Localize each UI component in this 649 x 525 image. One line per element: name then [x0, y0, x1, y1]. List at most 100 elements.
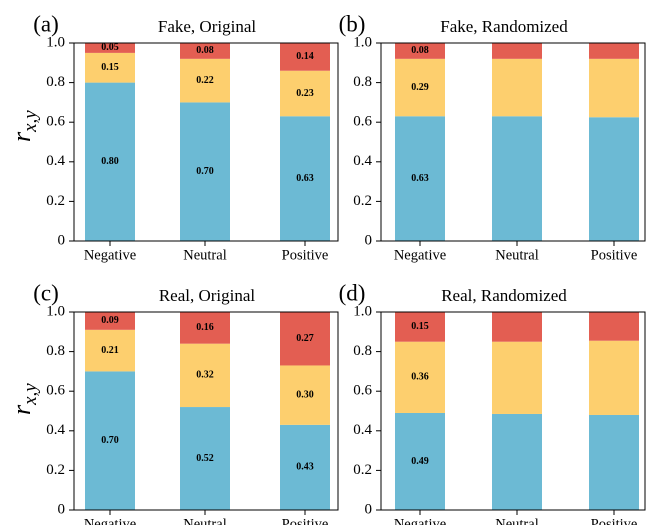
data-label: 0.49 — [411, 456, 429, 467]
svg-text:rx,y: rx,y — [7, 110, 41, 142]
bar-segment — [589, 117, 639, 241]
x-tick-label: Negative — [394, 247, 446, 263]
bar-segment — [85, 329, 135, 372]
bar-segment — [395, 312, 445, 342]
data-label: 0.08 — [196, 45, 214, 56]
data-label: 0.36 — [411, 372, 429, 383]
x-tick-label: Negative — [84, 516, 136, 525]
axes-frame — [73, 311, 339, 511]
y-tick-label: 0 — [365, 501, 373, 517]
data-label: 0.27 — [296, 333, 314, 344]
bar-segment — [280, 43, 330, 71]
chart-panel: (a) Fake, Original 0 0.2 0.4 0.6 0.8 1.0 0.80 0.1… — [33, 11, 339, 263]
x-tick-label: Positive — [282, 247, 329, 263]
bar-segment — [280, 70, 330, 117]
bar-segment — [85, 52, 135, 83]
x-tick-label: Neutral — [183, 516, 226, 525]
chart-title: Real, Original — [159, 286, 256, 305]
data-label: 0.22 — [196, 75, 214, 86]
y-tick-label: 0.6 — [46, 383, 65, 399]
y-tick-label: 0 — [58, 232, 66, 248]
x-tick-label: Negative — [394, 516, 446, 525]
x-tick-label: Positive — [591, 247, 638, 263]
data-label: 0.29 — [411, 82, 429, 93]
bar-segment — [589, 340, 639, 415]
y-tick-label: 0.4 — [353, 153, 372, 169]
data-label: 0.52 — [196, 453, 214, 464]
y-tick-label: 0.4 — [46, 153, 65, 169]
bar-segment — [180, 43, 230, 59]
bar-segment — [280, 424, 330, 510]
x-tick-label: Positive — [591, 516, 638, 525]
x-tick-label: Negative — [84, 247, 136, 263]
y-tick-label: 0.8 — [353, 343, 372, 359]
panel-label: (d) — [339, 280, 366, 305]
bar-segment — [395, 58, 445, 117]
axes-frame — [380, 311, 646, 511]
bar-segment — [395, 43, 445, 59]
y-tick-label: 1.0 — [353, 34, 372, 50]
chart-panel: (c) Real, Original 0 0.2 0.4 0.6 0.8 1.0 0.70 0.2… — [33, 280, 339, 525]
bar-segment — [85, 312, 135, 330]
bar-segment — [180, 102, 230, 242]
y-tick-label: 0.6 — [46, 114, 65, 130]
y-axis-label-subscript: x,y — [20, 383, 41, 406]
chart-panel: (d) Real, Randomized 0 0.2 0.4 0.6 0.8 1.0 0.49 0… — [339, 280, 646, 525]
y-tick-label: 0.6 — [353, 114, 372, 130]
y-axis-label-subscript: x,y — [20, 110, 41, 133]
panel-label: (a) — [33, 11, 59, 36]
y-tick-label: 0.2 — [353, 462, 372, 478]
bar-segment — [492, 43, 542, 59]
data-label: 0.43 — [296, 462, 314, 473]
data-label: 0.14 — [296, 51, 314, 62]
axes-frame — [73, 42, 339, 242]
y-tick-label: 0.4 — [353, 422, 372, 438]
y-tick-label: 0.8 — [353, 74, 372, 90]
bar-segment — [395, 116, 445, 241]
chart-title: Fake, Original — [158, 17, 256, 36]
bar-segment — [589, 312, 639, 341]
data-label: 0.21 — [101, 345, 119, 356]
data-label: 0.70 — [196, 166, 214, 177]
axes-frame — [380, 42, 646, 242]
data-label: 0.15 — [411, 321, 429, 332]
data-label: 0.15 — [101, 62, 119, 73]
x-tick-label: Neutral — [183, 247, 226, 263]
bar-segment — [180, 407, 230, 510]
y-axis-label-main: r — [7, 131, 36, 142]
panel-label: (c) — [33, 280, 59, 305]
y-axis-label-bottom: rx,y — [7, 383, 41, 415]
bar-segment — [180, 312, 230, 344]
bar-segment — [280, 312, 330, 366]
y-tick-label: 0.6 — [353, 383, 372, 399]
y-tick-label: 1.0 — [46, 303, 65, 319]
data-label: 0.80 — [101, 156, 119, 167]
y-tick-label: 0.8 — [46, 343, 65, 359]
chart-panel: (b) Fake, Randomized 0 0.2 0.4 0.6 0.8 1.0 0.63 0… — [339, 11, 646, 263]
data-label: 0.63 — [296, 173, 314, 184]
svg-text:rx,y: rx,y — [7, 383, 41, 415]
panel-label: (b) — [339, 11, 366, 36]
bar-segment — [280, 116, 330, 241]
y-tick-label: 0 — [365, 232, 373, 248]
bar-segment — [85, 43, 135, 53]
data-label: 0.70 — [101, 435, 119, 446]
x-tick-label: Neutral — [495, 247, 538, 263]
bar-segment — [492, 312, 542, 342]
y-tick-label: 0.4 — [46, 422, 65, 438]
chart-title: Real, Randomized — [441, 286, 567, 305]
bar-segment — [589, 43, 639, 59]
data-label: 0.63 — [411, 173, 429, 184]
data-label: 0.08 — [411, 45, 429, 56]
bar-segment — [395, 412, 445, 510]
y-axis-label-main: r — [7, 404, 36, 415]
bar-segment — [395, 341, 445, 413]
y-tick-label: 0.2 — [46, 193, 65, 209]
data-label: 0.30 — [296, 389, 314, 400]
data-label: 0.23 — [296, 88, 314, 99]
bar-segment — [589, 414, 639, 510]
bar-segment — [492, 116, 542, 241]
bar-segment — [589, 58, 639, 118]
bar-segment — [492, 341, 542, 414]
